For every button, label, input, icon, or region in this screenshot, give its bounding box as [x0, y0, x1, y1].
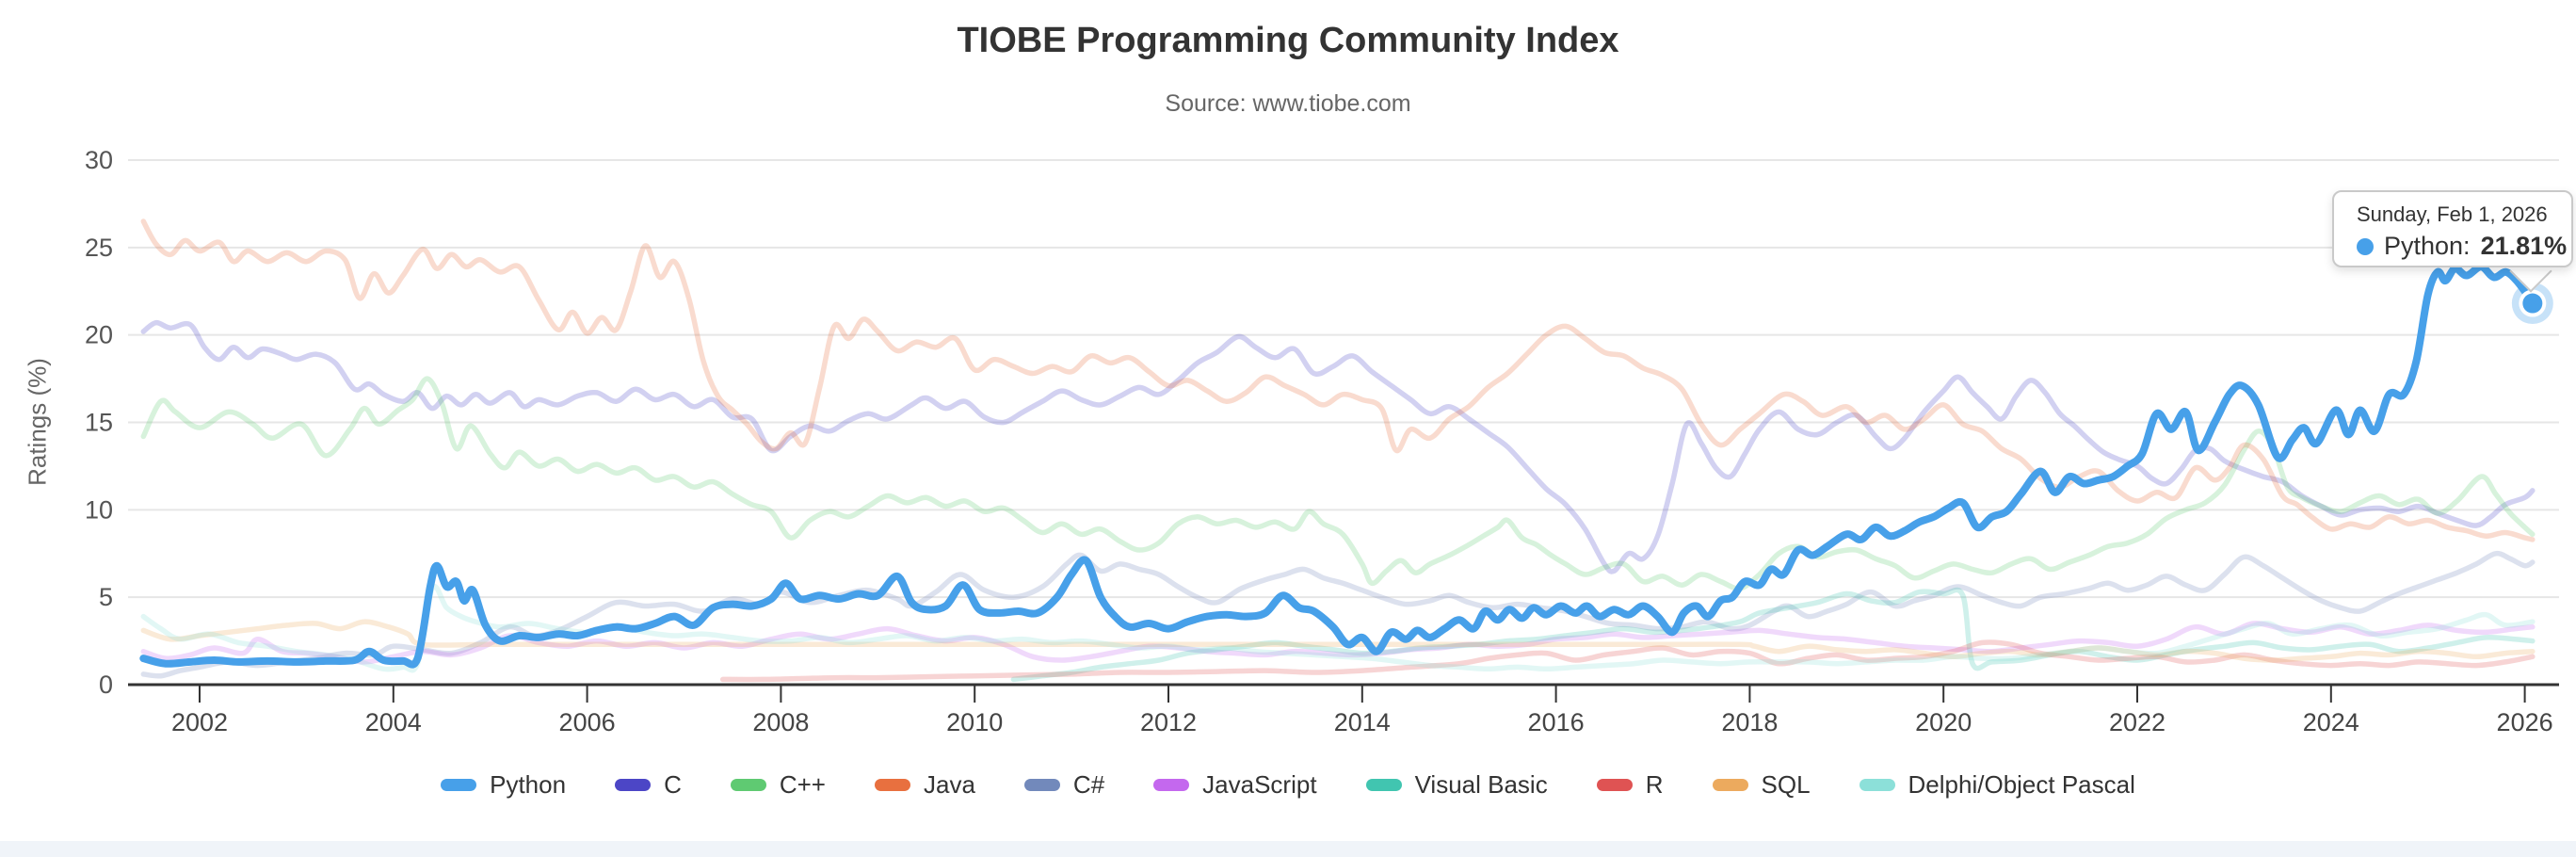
x-tick-label-2002: 2002	[171, 708, 228, 736]
legend: Python C C++ Java C# JavaScript Visual Basic R S…	[0, 770, 2576, 800]
legend-label: C++	[779, 770, 826, 799]
x-tick-label-2020: 2020	[1915, 708, 1972, 736]
x-tick-label-2006: 2006	[559, 708, 616, 736]
legend-label: Python	[490, 770, 567, 799]
legend-swatch-icon	[1712, 779, 1748, 791]
y-tick-label-30: 30	[85, 146, 113, 174]
tooltip-value: 21.81%	[2480, 232, 2568, 260]
x-tick-label-2008: 2008	[752, 708, 809, 736]
x-tick-label-2016: 2016	[1528, 708, 1585, 736]
bottom-strip	[0, 841, 2576, 857]
legend-item-javascript[interactable]: JavaScript	[1153, 770, 1317, 800]
y-tick-label-20: 20	[85, 321, 113, 349]
legend-swatch-icon	[730, 779, 766, 791]
series-line-c	[140, 376, 2536, 591]
y-tick-label-5: 5	[99, 583, 113, 611]
series-line-sql	[140, 619, 2536, 663]
legend-label: JavaScript	[1202, 770, 1317, 799]
y-tick-label-10: 10	[85, 495, 113, 524]
legend-swatch-icon	[1023, 779, 1060, 791]
x-tick-label-2004: 2004	[365, 708, 422, 736]
legend-item-visual-basic[interactable]: Visual Basic	[1365, 770, 1548, 800]
legend-label: C	[664, 770, 682, 799]
legend-item-c[interactable]: C#	[1023, 770, 1105, 800]
legend-item-r[interactable]: R	[1596, 770, 1664, 800]
x-tick-label-2026: 2026	[2497, 708, 2553, 736]
legend-swatch-icon	[1859, 779, 1895, 791]
legend-swatch-icon	[1365, 779, 1402, 791]
series-line-visual-basic	[1010, 587, 2536, 683]
legend-item-delphi-object-pascal[interactable]: Delphi/Object Pascal	[1859, 770, 2135, 800]
legend-item-python[interactable]: Python	[441, 770, 566, 800]
series-line-r	[719, 639, 2536, 683]
tooltip-series-label: Python:	[2384, 232, 2471, 260]
legend-swatch-icon	[875, 779, 910, 791]
legend-swatch-icon	[1596, 779, 1633, 791]
x-tick-label-2022: 2022	[2109, 708, 2165, 736]
x-tick-label-2024: 2024	[2303, 708, 2359, 736]
legend-item-c[interactable]: C++	[730, 770, 826, 800]
chart-subtitle: Source: www.tiobe.com	[1165, 90, 1411, 117]
legend-label: Visual Basic	[1414, 770, 1548, 799]
python-point-marker	[2522, 293, 2543, 314]
legend-swatch-icon	[615, 779, 652, 791]
y-tick-label-15: 15	[85, 409, 113, 437]
series-line-delphi-object-pascal	[140, 583, 2536, 673]
x-tick-label-2012: 2012	[1140, 708, 1197, 736]
python-series-dot-icon	[2357, 237, 2374, 255]
tooltip-series-row: Python: 21.81%	[2357, 232, 2571, 261]
legend-label: C#	[1072, 770, 1105, 799]
x-tick-label-2014: 2014	[1334, 708, 1391, 736]
y-tick-label-0: 0	[99, 671, 113, 699]
series-line-c	[140, 319, 2536, 574]
series-line-c	[140, 550, 2536, 679]
tooltip: Sunday, Feb 1, 2026 Python: 21.81%	[2332, 190, 2573, 267]
legend-item-sql[interactable]: SQL	[1712, 770, 1811, 800]
x-tick-label-2018: 2018	[1721, 708, 1778, 736]
legend-label: SQL	[1761, 770, 1811, 799]
legend-item-c[interactable]: C	[615, 770, 682, 800]
legend-label: R	[1645, 770, 1664, 799]
series-line-java	[140, 218, 2536, 542]
tooltip-date: Sunday, Feb 1, 2026	[2357, 202, 2548, 226]
y-tick-label-25: 25	[85, 234, 113, 262]
chart-title: TIOBE Programming Community Index	[957, 21, 1619, 60]
legend-swatch-icon	[1153, 779, 1190, 791]
legend-label: Java	[924, 770, 975, 799]
series-line-python	[139, 263, 2536, 669]
x-tick-label-2010: 2010	[946, 708, 1003, 736]
legend-swatch-icon	[441, 779, 477, 791]
legend-label: Delphi/Object Pascal	[1908, 770, 2135, 799]
legend-item-java[interactable]: Java	[875, 770, 975, 800]
